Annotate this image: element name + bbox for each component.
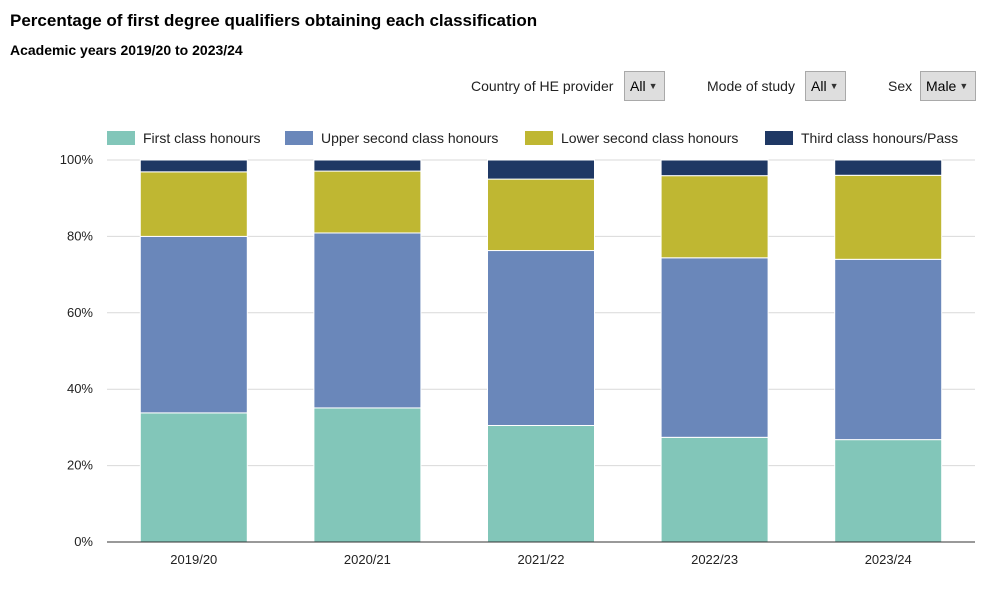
sex-dropdown[interactable]: Male ▼: [920, 71, 976, 101]
caret-down-icon: ▼: [648, 81, 658, 91]
bar-segment: [834, 174, 943, 260]
legend-swatch: [107, 131, 135, 145]
bar-segment: [313, 159, 422, 172]
x-tick-label: 2021/22: [518, 552, 565, 567]
chart-legend: First class honours Upper second class h…: [0, 130, 997, 148]
y-tick-label: 100%: [60, 152, 94, 167]
filter-bar: Country of HE provider All ▼ Mode of stu…: [0, 71, 997, 103]
legend-item-first-class[interactable]: First class honours: [107, 130, 260, 146]
legend-item-third-class[interactable]: Third class honours/Pass: [765, 130, 958, 146]
y-tick-label: 60%: [67, 305, 93, 320]
bar-segment: [487, 250, 595, 426]
bar-segment: [834, 258, 943, 441]
bar-segment: [660, 436, 769, 543]
chart-subtitle: Academic years 2019/20 to 2023/24: [10, 42, 243, 58]
legend-label: Upper second class honours: [321, 130, 499, 146]
mode-filter-label: Mode of study: [707, 78, 795, 94]
mode-dropdown[interactable]: All ▼: [805, 71, 846, 101]
sex-dropdown-value: Male: [926, 78, 957, 94]
sex-filter-label: Sex: [888, 78, 913, 94]
caret-down-icon: ▼: [959, 81, 969, 91]
bar-segment: [834, 159, 943, 176]
bar-segment: [834, 439, 943, 543]
bar-segment: [313, 232, 422, 409]
legend-swatch: [525, 131, 553, 145]
chart-title: Percentage of first degree qualifiers ob…: [10, 11, 538, 30]
bar-segment: [139, 159, 248, 173]
x-tick-label: 2019/20: [170, 552, 217, 567]
y-tick-label: 0%: [74, 534, 93, 549]
mode-dropdown-value: All: [811, 78, 827, 94]
bar-segment: [139, 171, 248, 237]
legend-label: Lower second class honours: [561, 130, 739, 146]
x-tick-label: 2020/21: [344, 552, 391, 567]
caret-down-icon: ▼: [829, 81, 839, 91]
legend-item-upper-second[interactable]: Upper second class honours: [285, 130, 498, 146]
y-tick-label: 20%: [67, 458, 93, 473]
legend-swatch: [285, 131, 313, 145]
bar-segment: [660, 159, 769, 177]
y-tick-label: 40%: [67, 381, 93, 396]
country-dropdown[interactable]: All ▼: [624, 71, 665, 101]
x-tick-label: 2023/24: [865, 552, 912, 567]
bar-segment: [660, 175, 769, 259]
bar-segment: [660, 257, 769, 438]
legend-swatch: [765, 131, 793, 145]
legend-label: First class honours: [143, 130, 261, 146]
legend-item-lower-second[interactable]: Lower second class honours: [525, 130, 738, 146]
bar-segment: [487, 424, 595, 543]
bar-segment: [487, 178, 595, 252]
country-dropdown-value: All: [630, 78, 646, 94]
y-tick-label: 80%: [67, 228, 93, 243]
bar-segment: [313, 170, 422, 234]
bar-segment: [139, 412, 248, 543]
legend-label: Third class honours/Pass: [801, 130, 959, 146]
country-filter-label: Country of HE provider: [471, 78, 614, 94]
x-tick-label: 2022/23: [691, 552, 738, 567]
bar-segment: [313, 407, 422, 543]
bar-segment: [487, 159, 595, 180]
bar-segment: [139, 235, 248, 414]
